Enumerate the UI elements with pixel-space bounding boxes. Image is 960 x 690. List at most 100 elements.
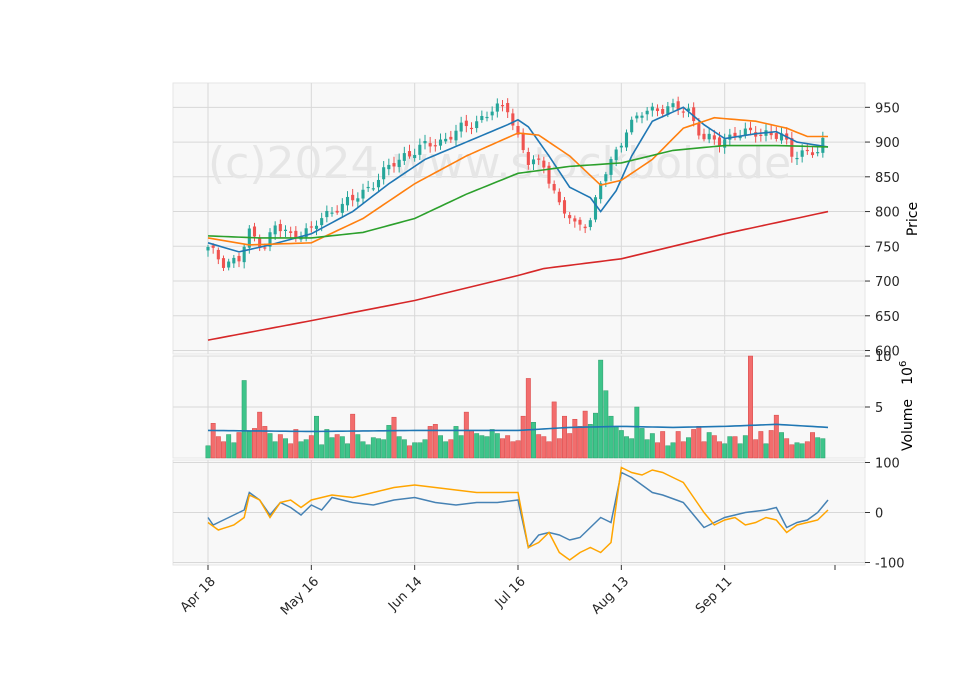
volume-bar bbox=[768, 430, 774, 459]
volume-bar bbox=[562, 415, 567, 459]
price-panel-background bbox=[172, 82, 866, 355]
candle-body bbox=[805, 149, 809, 152]
candle-body bbox=[588, 220, 592, 228]
candle-body bbox=[345, 196, 350, 206]
volume-bar bbox=[370, 437, 376, 459]
volume-bar bbox=[546, 441, 552, 459]
volume-bar bbox=[489, 429, 495, 459]
x-tick-label: Jun 14 bbox=[385, 574, 425, 614]
candle-body bbox=[449, 136, 453, 140]
candle-body bbox=[697, 123, 701, 136]
candle-body bbox=[542, 160, 546, 168]
volume-bar bbox=[789, 444, 795, 459]
oscillator-tick-label: 0 bbox=[875, 507, 883, 522]
candle-body bbox=[237, 255, 241, 262]
candle-body bbox=[511, 113, 515, 126]
candle-body bbox=[227, 261, 231, 268]
candle-body bbox=[557, 191, 561, 203]
candle-body bbox=[640, 115, 644, 118]
candle-body bbox=[206, 246, 210, 251]
candle-body bbox=[795, 157, 799, 160]
candle-body bbox=[516, 125, 520, 135]
volume-bar bbox=[339, 436, 345, 459]
volume-bar bbox=[474, 433, 480, 459]
volume-bar bbox=[381, 439, 387, 459]
candle-body bbox=[413, 154, 417, 159]
candle-body bbox=[583, 226, 587, 229]
candle-body bbox=[242, 246, 246, 263]
volume-bar bbox=[556, 438, 562, 459]
volume-bar bbox=[737, 443, 743, 459]
volume-bar bbox=[649, 433, 655, 459]
candle-body bbox=[712, 135, 716, 140]
volume-bar bbox=[272, 441, 278, 459]
volume-bar bbox=[520, 415, 526, 459]
candle-body bbox=[531, 159, 536, 165]
candle-body bbox=[521, 132, 525, 151]
candle-body bbox=[552, 183, 556, 191]
candle-body bbox=[428, 143, 432, 147]
price-axis-label: Price bbox=[905, 202, 921, 236]
candle-body bbox=[402, 153, 406, 161]
volume-bar bbox=[453, 426, 459, 459]
price-tick-label: 600 bbox=[875, 345, 900, 360]
candle-body bbox=[294, 230, 298, 239]
moving-average-ma-long bbox=[207, 210, 829, 341]
volume-bar bbox=[391, 416, 397, 459]
volume-bar bbox=[350, 413, 356, 459]
candle-body bbox=[635, 115, 639, 119]
volume-bar bbox=[598, 359, 604, 459]
candle-body bbox=[376, 179, 381, 188]
volume-bar bbox=[479, 435, 485, 459]
volume-bar bbox=[779, 432, 784, 459]
volume-bar bbox=[624, 436, 629, 459]
candle-body bbox=[573, 218, 577, 222]
candle-body bbox=[469, 127, 474, 130]
x-tick-label: Aug 13 bbox=[589, 574, 632, 617]
volume-bar bbox=[324, 429, 330, 459]
candle-body bbox=[738, 135, 742, 139]
oscillator-2-line bbox=[207, 466, 829, 561]
volume-bar bbox=[427, 426, 433, 459]
candle-body bbox=[671, 103, 675, 107]
candle-body bbox=[330, 212, 334, 214]
volume-bar bbox=[365, 444, 371, 459]
volume-bar bbox=[293, 429, 299, 459]
volume-bar bbox=[277, 434, 283, 459]
volume-bar bbox=[603, 390, 609, 459]
volume-bar bbox=[401, 439, 407, 459]
candle-body bbox=[490, 111, 494, 116]
volume-exponent-label: 10 6 bbox=[898, 361, 916, 385]
candle-body bbox=[816, 152, 820, 154]
x-axis-ticks: Apr 18 May 16 Jun 14 Jul 16 Aug 13 Sep 11 bbox=[178, 565, 836, 618]
candle-body bbox=[743, 128, 747, 135]
volume-bar bbox=[722, 443, 728, 459]
candle-body bbox=[733, 132, 737, 137]
volume-bar bbox=[386, 425, 392, 459]
candle-body bbox=[526, 152, 530, 165]
volume-bar bbox=[319, 444, 325, 459]
volume-bar bbox=[360, 441, 366, 459]
volume-tick-label: 5 bbox=[875, 401, 883, 416]
oscillator-tick-label: 100 bbox=[875, 457, 900, 472]
candle-body bbox=[340, 203, 344, 213]
candle-body bbox=[676, 101, 680, 110]
candle-body bbox=[661, 109, 665, 114]
volume-average-path bbox=[207, 423, 829, 433]
volume-bar bbox=[680, 441, 686, 459]
volume-bar bbox=[231, 442, 237, 459]
volume-bar bbox=[613, 426, 619, 459]
volume-bar bbox=[376, 438, 381, 459]
volume-bar bbox=[670, 442, 676, 459]
volume-bar bbox=[303, 439, 309, 459]
volume-bar bbox=[665, 445, 671, 459]
volume-bar bbox=[577, 426, 583, 459]
volume-bar bbox=[412, 442, 418, 459]
volume-bar bbox=[262, 426, 268, 459]
candle-body bbox=[232, 257, 236, 264]
candle-body bbox=[258, 238, 262, 248]
candle-body bbox=[221, 258, 226, 268]
volume-bar bbox=[283, 438, 288, 459]
candle-body bbox=[309, 226, 313, 228]
volume-bar bbox=[345, 443, 350, 459]
